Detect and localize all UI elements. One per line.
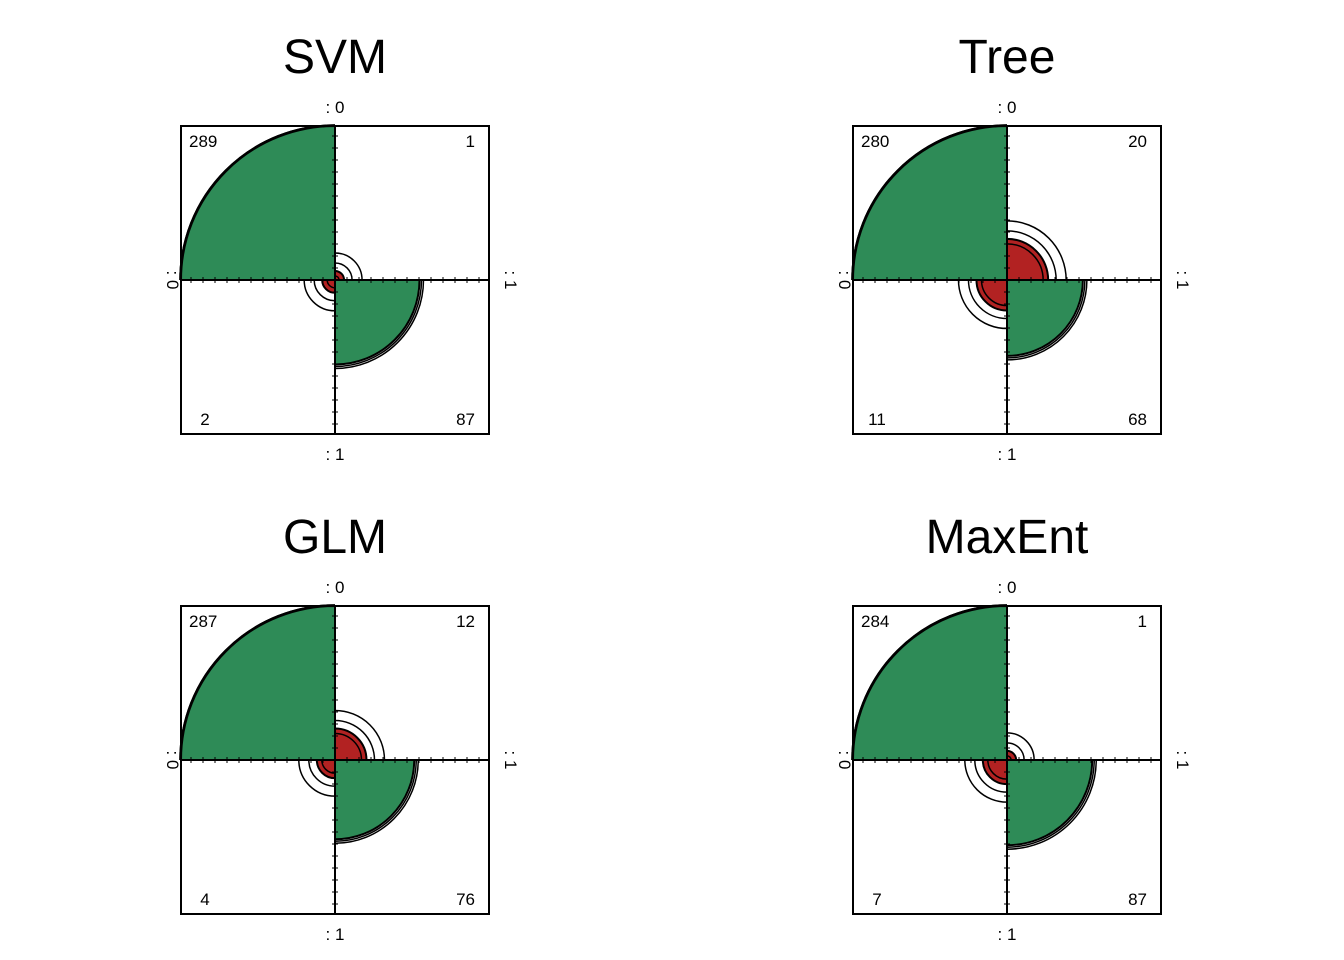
cell-sector-1 xyxy=(334,727,368,761)
cell-count-2: 11 xyxy=(868,410,886,429)
fourfold-panel-svm: SVM : 0 : 1 : 0 : 1 289 1 2 87 xyxy=(163,31,520,464)
cell-ring-1-1 xyxy=(1006,732,1035,761)
cell-ring-3-0 xyxy=(334,759,417,842)
cell-sector-3 xyxy=(1006,759,1094,847)
cell-sector-1 xyxy=(1006,237,1050,281)
cell-ring-3-0 xyxy=(1006,759,1095,848)
cell-count-1: 12 xyxy=(456,612,475,631)
cell-ring-2-1 xyxy=(303,279,336,312)
cell-ring-3-1 xyxy=(334,759,419,844)
cell-ring-1-0 xyxy=(334,262,353,281)
label-bottom: : 1 xyxy=(998,445,1017,464)
cell-ring-1-0 xyxy=(334,719,376,761)
cell-sector-0 xyxy=(179,604,336,761)
label-left: : 0 xyxy=(163,271,182,290)
cell-ring-1-0 xyxy=(1006,230,1057,281)
cell-ring-0-1 xyxy=(851,604,1008,761)
cell-ring-2-0 xyxy=(308,759,336,787)
cell-inner-ring-1 xyxy=(334,732,363,761)
cell-count-0: 284 xyxy=(861,612,889,631)
cell-count-3: 68 xyxy=(1128,410,1147,429)
cell-count-1: 1 xyxy=(1138,612,1147,631)
label-top: : 0 xyxy=(326,98,345,117)
cell-sector-0 xyxy=(851,604,1008,761)
cell-ring-3-1 xyxy=(1006,279,1088,361)
panel-title: MaxEnt xyxy=(926,511,1089,564)
label-top: : 0 xyxy=(998,578,1017,597)
cell-count-1: 1 xyxy=(466,132,475,151)
cell-sector-0 xyxy=(851,124,1008,281)
fourfold-panel-maxent: MaxEnt : 0 : 1 : 0 : 1 284 1 7 87 xyxy=(835,511,1192,944)
cell-ring-2-1 xyxy=(298,759,336,797)
cell-ring-0-1 xyxy=(179,124,336,281)
cell-sector-3 xyxy=(334,279,421,366)
cell-sector-0 xyxy=(179,124,336,281)
cell-ring-2-0 xyxy=(967,279,1008,320)
cell-ring-0-1 xyxy=(851,124,1008,281)
cell-ring-3-1 xyxy=(1006,759,1097,850)
cell-ring-2-1 xyxy=(957,279,1008,330)
label-top: : 0 xyxy=(998,98,1017,117)
cell-sector-2 xyxy=(981,759,1008,786)
cell-count-2: 2 xyxy=(200,410,209,429)
label-right: : 1 xyxy=(1173,751,1192,770)
cell-ring-2-1 xyxy=(964,759,1008,803)
label-left: : 0 xyxy=(163,751,182,770)
fourfold-panel-tree: Tree : 0 : 1 : 0 : 1 280 20 11 68 xyxy=(835,31,1192,464)
cell-count-1: 20 xyxy=(1128,132,1147,151)
fourfold-panel-glm: GLM : 0 : 1 : 0 : 1 287 12 4 76 xyxy=(163,511,520,944)
cell-count-2: 7 xyxy=(872,890,881,909)
cell-ring-3-1 xyxy=(334,279,425,370)
cell-ring-1-1 xyxy=(1006,220,1067,281)
cell-ring-1-1 xyxy=(334,709,386,761)
cell-sector-2 xyxy=(321,279,336,294)
cell-ring-1-1 xyxy=(334,252,363,281)
cell-ring-0-1 xyxy=(179,604,336,761)
cell-sector-3 xyxy=(334,759,416,841)
label-bottom: : 1 xyxy=(326,445,345,464)
panel-title: SVM xyxy=(283,31,387,84)
cell-sector-3 xyxy=(1006,279,1084,357)
label-right: : 1 xyxy=(501,271,520,290)
label-bottom: : 1 xyxy=(326,925,345,944)
panel-title: GLM xyxy=(283,511,387,564)
label-right: : 1 xyxy=(501,751,520,770)
cell-inner-ring-2 xyxy=(321,759,336,774)
cell-count-3: 87 xyxy=(456,410,475,429)
cell-count-0: 289 xyxy=(189,132,217,151)
cell-count-3: 87 xyxy=(1128,890,1147,909)
cell-ring-2-0 xyxy=(974,759,1008,793)
cell-count-0: 287 xyxy=(189,612,217,631)
cell-ring-3-0 xyxy=(334,279,423,368)
cell-count-2: 4 xyxy=(200,890,209,909)
cell-ring-3-0 xyxy=(1006,279,1086,359)
cell-ring-2-0 xyxy=(313,279,336,302)
label-right: : 1 xyxy=(1173,271,1192,290)
cell-ring-1-0 xyxy=(1006,742,1025,761)
cell-inner-ring-2 xyxy=(987,759,1008,780)
cell-sector-2 xyxy=(975,279,1008,312)
cell-count-3: 76 xyxy=(456,890,475,909)
label-top: : 0 xyxy=(326,578,345,597)
cell-inner-ring-2 xyxy=(980,279,1008,307)
label-left: : 0 xyxy=(835,271,854,290)
cell-count-0: 280 xyxy=(861,132,889,151)
label-bottom: : 1 xyxy=(998,925,1017,944)
panel-title: Tree xyxy=(959,31,1056,84)
label-left: : 0 xyxy=(835,751,854,770)
cell-inner-ring-1 xyxy=(1006,243,1044,281)
